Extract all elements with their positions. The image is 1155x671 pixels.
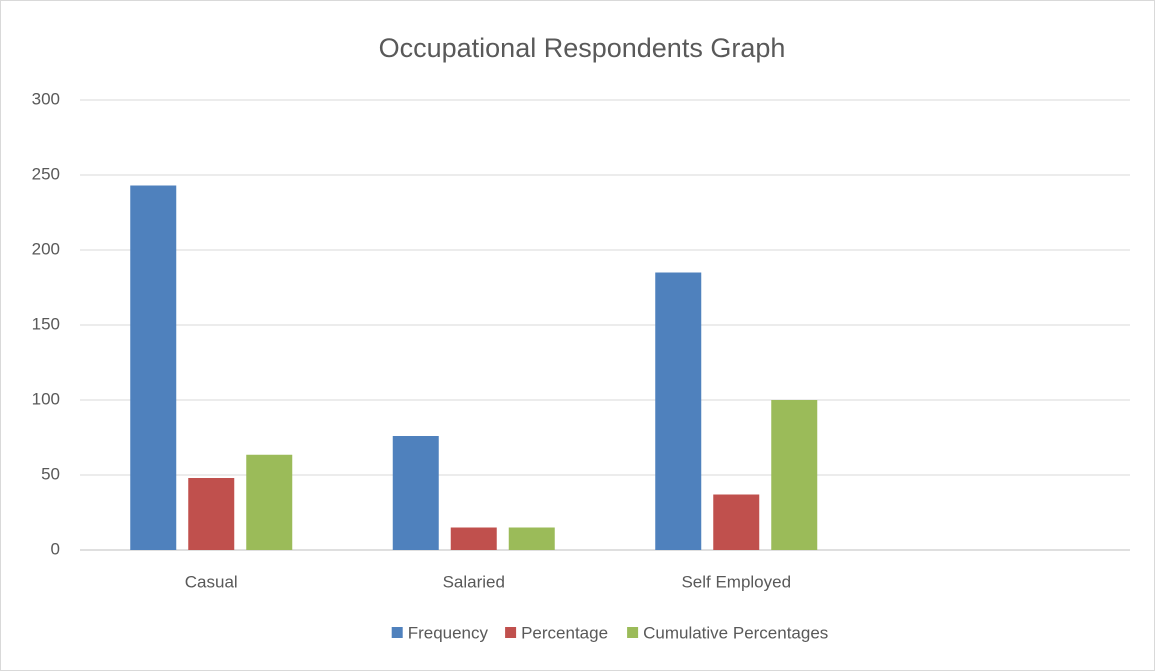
legend-label: Cumulative Percentages xyxy=(643,623,828,642)
legend-swatch xyxy=(505,627,517,638)
bar xyxy=(392,436,439,550)
bar xyxy=(130,185,177,550)
x-tick-label: Salaried xyxy=(443,572,505,591)
x-tick-label: Self Employed xyxy=(681,572,791,591)
y-tick-label: 150 xyxy=(32,314,60,333)
y-tick-label: 100 xyxy=(32,389,60,408)
bar xyxy=(771,400,818,550)
x-tick-label: Casual xyxy=(185,572,238,591)
legend-label: Percentage xyxy=(521,623,608,642)
bar xyxy=(188,478,235,550)
bar xyxy=(246,454,293,550)
y-tick-label: 250 xyxy=(32,164,60,183)
legend-label: Frequency xyxy=(408,623,489,642)
chart-title: Occupational Respondents Graph xyxy=(379,33,786,63)
legend-swatch xyxy=(627,627,639,638)
bar xyxy=(655,272,702,550)
y-tick-label: 0 xyxy=(51,539,60,558)
y-tick-label: 300 xyxy=(32,89,60,108)
bar xyxy=(713,494,760,550)
y-tick-label: 50 xyxy=(41,464,60,483)
bar xyxy=(450,527,497,550)
bar xyxy=(508,527,555,550)
legend-swatch xyxy=(391,627,403,638)
y-tick-label: 200 xyxy=(32,239,60,258)
